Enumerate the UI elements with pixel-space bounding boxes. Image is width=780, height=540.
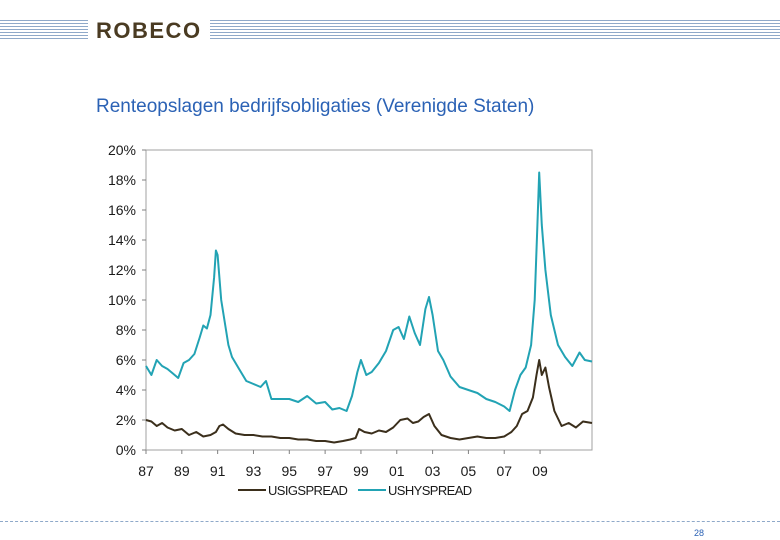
robeco-logo: ROBECO <box>96 18 202 43</box>
x-tick-label: 09 <box>532 463 548 479</box>
x-tick-label: 97 <box>317 463 333 479</box>
y-tick-label: 16% <box>108 202 136 218</box>
header-hatch-left <box>0 20 88 40</box>
x-tick-label: 99 <box>353 463 369 479</box>
x-tick-label: 03 <box>425 463 441 479</box>
x-tick-label: 87 <box>138 463 154 479</box>
chart-title: Renteopslagen bedrijfsobligaties (Vereni… <box>96 96 535 117</box>
y-tick-label: 10% <box>108 292 136 308</box>
y-tick-label: 20% <box>108 142 136 158</box>
legend-label: USIGSPREAD <box>268 483 347 498</box>
page-number: 28 <box>694 528 705 538</box>
y-tick-label: 2% <box>116 412 136 428</box>
x-tick-label: 05 <box>461 463 477 479</box>
x-tick-label: 93 <box>246 463 262 479</box>
legend-label: USHYSPREAD <box>388 483 472 498</box>
x-tick-label: 01 <box>389 463 405 479</box>
x-tick-label: 89 <box>174 463 190 479</box>
y-tick-label: 4% <box>116 382 136 398</box>
y-tick-label: 0% <box>116 442 136 458</box>
footer-divider <box>0 521 780 522</box>
spread-line-chart: 0% 2% 4% 6% 8% 10% 12% 14% 16% 18% 20% 87 89 91 93 95 97… <box>108 142 593 498</box>
header-hatch-right <box>210 20 780 40</box>
series-line-usigspread <box>145 359 593 444</box>
x-tick-label: 91 <box>210 463 226 479</box>
x-tick-label: 07 <box>496 463 512 479</box>
y-tick-label: 14% <box>108 232 136 248</box>
y-tick-label: 12% <box>108 262 136 278</box>
y-tick-label: 18% <box>108 172 136 188</box>
series-line-ushyspread <box>145 171 593 412</box>
header-band: ROBECO <box>0 18 780 44</box>
y-tick-label: 6% <box>116 352 136 368</box>
y-tick-label: 8% <box>116 322 136 338</box>
x-tick-label: 95 <box>282 463 298 479</box>
